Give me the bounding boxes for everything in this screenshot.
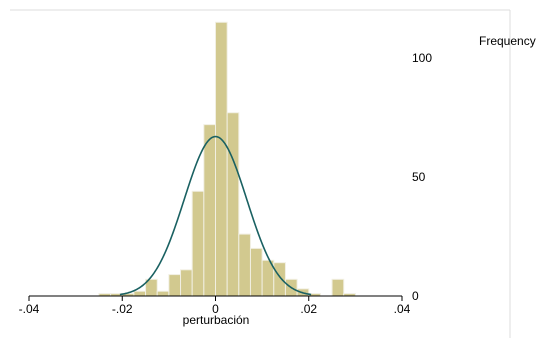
- histogram-bar: [180, 269, 193, 297]
- x-axis-ticks: -.04 -.02 0 .02 .04: [19, 296, 411, 316]
- x-tick-label: .02: [300, 302, 317, 316]
- histogram-bar: [273, 262, 286, 297]
- histogram-bar: [191, 190, 205, 297]
- histogram-bar: [156, 290, 170, 297]
- y-axis-ticks: 0 50 100: [412, 51, 432, 303]
- histogram-bar: [331, 278, 345, 297]
- frame-lines: [10, 9, 511, 338]
- x-tick-label: 0: [212, 302, 219, 316]
- x-tick-label: .04: [394, 302, 411, 316]
- histogram-bar: [249, 247, 263, 297]
- y-tick-label: 100: [412, 51, 432, 65]
- histogram-bar: [168, 274, 182, 297]
- y-tick-label: 50: [412, 170, 426, 184]
- histogram-bar: [215, 21, 228, 297]
- y-axis-title: Frequency: [479, 34, 536, 48]
- x-tick-label: -.04: [19, 302, 40, 316]
- x-axis-title: perturbación: [183, 313, 250, 327]
- x-tick-label: -.02: [112, 302, 133, 316]
- histogram-bar: [238, 233, 251, 297]
- histogram-bar: [133, 290, 147, 297]
- histogram-bars: [98, 21, 356, 297]
- histogram-bar: [226, 112, 240, 297]
- y-tick-label: 0: [412, 289, 419, 303]
- normal-density-curve: [119, 135, 312, 296]
- histogram-bar: [203, 124, 216, 297]
